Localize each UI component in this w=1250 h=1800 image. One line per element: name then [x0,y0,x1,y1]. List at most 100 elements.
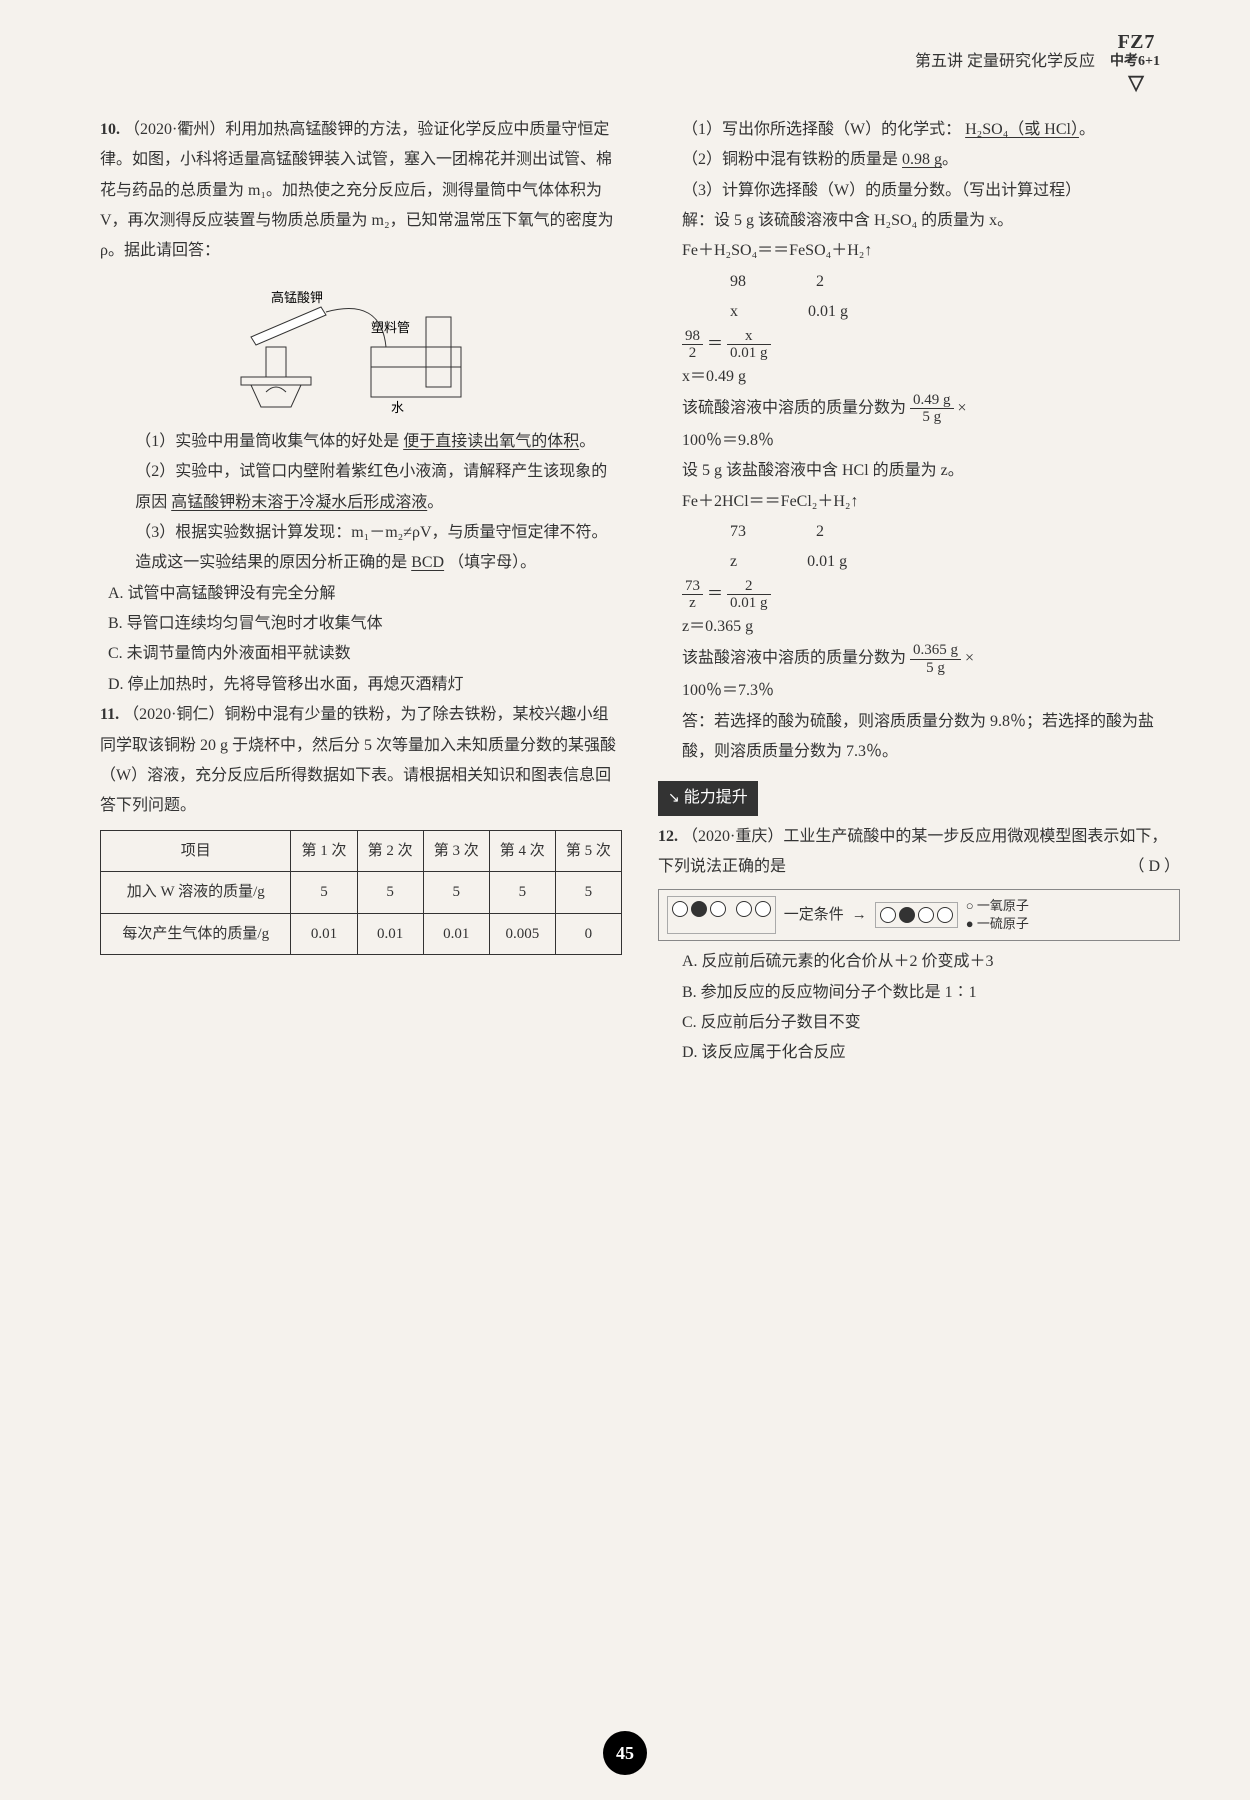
sulfur-atom-icon [899,907,915,923]
cell: 0.005 [489,913,555,955]
arrow-label: 一定条件 [784,901,844,930]
q11-p1-q: （1）写出你所选择酸（W）的化学式： [682,121,961,138]
q10-p1-ans: 便于直接读出氧气的体积 [403,433,579,450]
q10-source: （2020·衢州） [124,121,225,138]
cell: 第 2 次 [357,830,423,872]
cell: 每次产生气体的质量/g [101,913,291,955]
q11-table: 项目 第 1 次 第 2 次 第 3 次 第 4 次 第 5 次 加入 W 溶液… [100,830,622,956]
table-row: 加入 W 溶液的质量/g 5 5 5 5 5 [101,872,622,914]
fraction: 0.365 g5 g [910,642,961,676]
q10-stem: 10. （2020·衢州）利用加热高锰酸钾的方法，验证化学反应中质量守恒定律。如… [100,115,622,267]
cell: 第 4 次 [489,830,555,872]
reactant-box [667,896,776,935]
logo-text: 中考6+1 [1110,54,1160,71]
q11-p2-ans: 0.98 g [902,151,942,168]
q11-source: （2020·铜仁） [123,706,224,723]
calc-val: 0.01 g [808,297,848,327]
oxygen-atom-icon [880,907,896,923]
q10-text: 利用加热高锰酸钾的方法，验证化学反应中质量守恒定律。如图，小科将适量高锰酸钾装入… [100,121,614,260]
page-number: 45 [603,1731,647,1775]
oxygen-atom-icon [918,907,934,923]
q12-stem: 12. （2020·重庆）工业生产硫酸中的某一步反应用微观模型图表示如下，下列说… [658,822,1180,883]
legend-o: ○ 一氧原子 [966,897,1029,915]
q10-optD: D. 停止加热时，先将导管移出水面，再熄灭酒精灯 [100,670,622,700]
cell: 第 5 次 [555,830,621,872]
calc-line: 该盐酸溶液中溶质的质量分数为 0.365 g5 g × [682,642,1180,676]
q11-p2-q: （2）铜粉中混有铁粉的质量是 [682,151,898,168]
cell: 0.01 [357,913,423,955]
oxygen-atom-icon [736,901,752,917]
columns: 10. （2020·衢州）利用加热高锰酸钾的方法，验证化学反应中质量守恒定律。如… [100,115,1180,1069]
oxygen-atom-icon [672,901,688,917]
calc-line: x＝0.49 g [682,362,1180,392]
cell: 5 [555,872,621,914]
q10-optC: C. 未调节量筒内外液面相平就读数 [100,639,622,669]
fraction: 0.49 g5 g [910,392,954,426]
logo-icon-v: ▽ [1110,71,1160,95]
calc-text: 该硫酸溶液中溶质的质量分数为 [682,400,906,417]
q10-p3-tail: （填字母）。 [448,554,536,571]
page: 第五讲 定量研究化学反应 F Z 7 中考6+1 ▽ 10. （2020·衢州）… [0,0,1250,1800]
q10-p1-q: （1）实验中用量筒收集气体的好处是 [135,433,399,450]
calc-line: 100％＝7.3％ [682,676,1180,706]
calc-text: × [965,650,974,667]
calc-line: 解：设 5 g 该硫酸溶液中含 H₂SO₄ 的质量为 x。 [682,206,1180,236]
calc-val: 98 [730,267,746,297]
cell: 0 [555,913,621,955]
cell: 5 [291,872,357,914]
calc-line: 982 ＝ x0.01 g [682,328,1180,362]
calc-val: 73 [730,517,746,547]
q11-stem: 11. （2020·铜仁）铜粉中混有少量的铁粉，为了除去铁粉，某校兴趣小组同学取… [100,700,622,822]
cell: 0.01 [423,913,489,955]
table-row: 项目 第 1 次 第 2 次 第 3 次 第 4 次 第 5 次 [101,830,622,872]
cell: 第 3 次 [423,830,489,872]
cell: 0.01 [291,913,357,955]
section-heading: 能力提升 [658,781,758,815]
logo: F Z 7 中考6+1 ▽ [1110,30,1160,95]
legend: ○ 一氧原子 ● 一硫原子 [966,897,1029,933]
q10-p3-ans: BCD [411,554,444,571]
cell: 5 [357,872,423,914]
cell: 5 [489,872,555,914]
calc-row: x 0.01 g [682,297,1180,327]
calc-line: 73z ＝ 20.01 g [682,578,1180,612]
oxygen-atom-icon [710,901,726,917]
cell: 第 1 次 [291,830,357,872]
cell: 项目 [101,830,291,872]
q12-diagram: 一定条件→ ○ 一氧原子 ● 一硫原子 [658,889,1180,942]
fraction: 982 [682,328,703,362]
apparatus-svg: 高锰酸钾 塑料管 水 [231,277,491,417]
label-tube: 塑料管 [371,320,410,335]
q10-p3: （3）根据实验数据计算发现：m₁－m₂≠ρV，与质量守恒定律不符。造成这一实验结… [100,518,622,579]
q12-optD: D. 该反应属于化合反应 [658,1038,1180,1068]
q12-answer: （ D ） [1128,852,1180,882]
q10-optB: B. 导管口连续均匀冒气泡时才收集气体 [100,609,622,639]
calc-line: 该硫酸溶液中溶质的质量分数为 0.49 g5 g × [682,392,1180,426]
q12-optB: B. 参加反应的反应物间分子个数比是 1∶1 [658,978,1180,1008]
cell: 加入 W 溶液的质量/g [101,872,291,914]
calc-line: Fe＋H₂SO₄＝＝FeSO₄＋H₂↑ [682,236,1180,266]
cell: 5 [423,872,489,914]
table-row: 每次产生气体的质量/g 0.01 0.01 0.01 0.005 0 [101,913,622,955]
sulfur-atom-icon [691,901,707,917]
q11-p2: （2）铜粉中混有铁粉的质量是 0.98 g。 [658,145,1180,175]
q10-p2-ans: 高锰酸钾粉末溶于冷凝水后形成溶液 [171,494,427,511]
calc-val: 2 [816,267,824,297]
q12-source: （2020·重庆） [682,828,783,845]
q11-calc: 解：设 5 g 该硫酸溶液中含 H₂SO₄ 的质量为 x。 Fe＋H₂SO₄＝＝… [658,206,1180,767]
calc-line: 设 5 g 该盐酸溶液中含 HCl 的质量为 z。 [682,456,1180,486]
calc-val: z [730,547,737,577]
left-column: 10. （2020·衢州）利用加热高锰酸钾的方法，验证化学反应中质量守恒定律。如… [100,115,622,1069]
product-box [875,902,958,928]
calc-line: 答：若选择的酸为硫酸，则溶质质量分数为 9.8％；若选择的酸为盐酸，则溶质质量分… [682,707,1180,768]
calc-row: 73 2 [682,517,1180,547]
calc-line: z＝0.365 g [682,612,1180,642]
q12-optC: C. 反应前后分子数目不变 [658,1008,1180,1038]
q10-p3-q: （3）根据实验数据计算发现：m₁－m₂≠ρV，与质量守恒定律不符。造成这一实验结… [135,524,607,571]
logo-icon: F Z 7 [1110,30,1160,54]
calc-val: 0.01 g [807,547,847,577]
calc-line: Fe＋2HCl＝＝FeCl₂＋H₂↑ [682,487,1180,517]
fraction: x0.01 g [727,328,771,362]
q10-diagram: 高锰酸钾 塑料管 水 [231,277,491,417]
calc-text: 该盐酸溶液中溶质的质量分数为 [682,650,906,667]
